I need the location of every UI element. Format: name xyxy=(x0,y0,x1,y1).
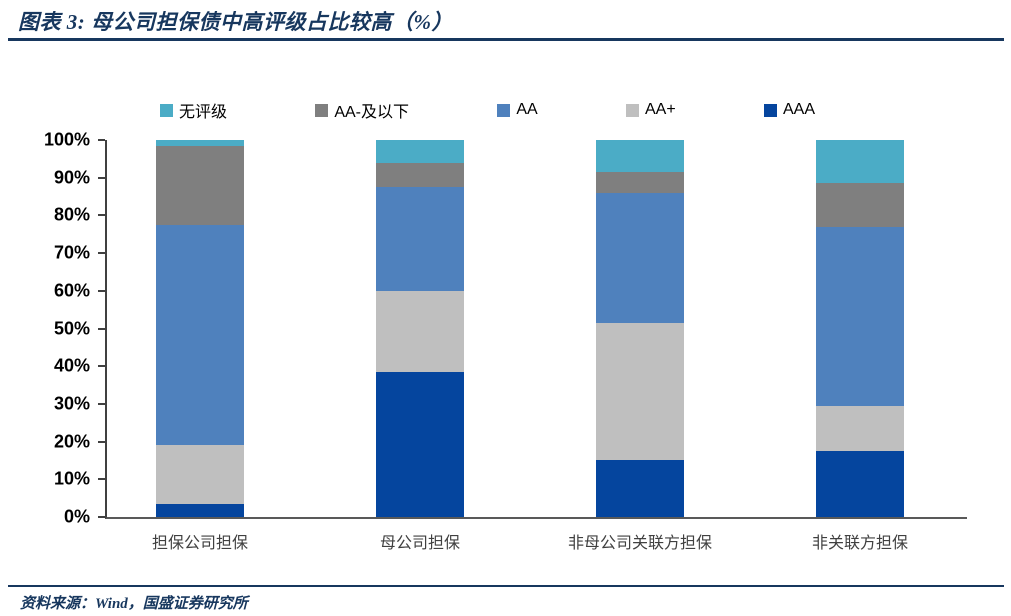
bar-4 xyxy=(816,140,904,517)
plot-area: 0% 10% 20% 30% 40% 50% 60% 70% 80% 90% 100% 担保公司担保… xyxy=(44,130,967,552)
bar-1-segment-AAA xyxy=(156,503,244,517)
bar-3-segment-AA xyxy=(596,192,684,323)
bar-4-segment-AA-及以下 xyxy=(816,183,904,227)
bar-2-segment-AA xyxy=(376,187,464,291)
legend-swatch-aa xyxy=(497,103,511,117)
bar-1-segment-AA+ xyxy=(156,445,244,504)
bar-2-segment-无评级 xyxy=(376,140,464,163)
y-tick-mark xyxy=(98,516,105,518)
y-tick-mark xyxy=(98,365,105,368)
legend-label-aa: AA xyxy=(516,101,538,118)
legend-label-wupingji: 无评级 xyxy=(179,104,228,121)
bar-3-segment-无评级 xyxy=(596,140,684,173)
bar-1-segment-AA xyxy=(156,224,244,446)
bar-4-segment-AA+ xyxy=(816,405,904,452)
legend-swatch-aa-plus xyxy=(625,103,639,117)
y-tick-mark xyxy=(98,440,105,443)
chart-legend: 无评级 AA-及以下 AA AA+ AAA xyxy=(160,98,815,122)
y-tick-mark xyxy=(98,289,105,292)
footer-divider xyxy=(8,585,1004,587)
y-tick-label: 70% xyxy=(53,242,90,263)
y-tick-label: 50% xyxy=(53,318,90,338)
bar-2-segment-AA-及以下 xyxy=(376,162,464,188)
legend-swatch-wupingji xyxy=(160,103,173,117)
bar-4-segment-AAA xyxy=(816,451,904,517)
x-axis-label-3: 非母公司关联方担保 xyxy=(567,535,712,552)
y-tick-label: 10% xyxy=(53,468,90,489)
bar-2-segment-AAA xyxy=(376,371,464,517)
y-tick-mark xyxy=(98,176,105,179)
bar-3-segment-AAA xyxy=(596,460,684,517)
y-tick-label: 90% xyxy=(53,167,90,188)
x-axis-label-4: 非关联方担保 xyxy=(811,535,908,552)
y-tick-label: 80% xyxy=(53,204,90,225)
bar-2-segment-AA+ xyxy=(376,290,464,372)
bar-2 xyxy=(376,140,464,517)
y-tick-label: 0% xyxy=(63,506,90,527)
bar-4-segment-AA xyxy=(816,226,904,406)
bar-3-segment-AA-及以下 xyxy=(596,172,684,193)
source-note: 资料来源：Wind，国盛证券研究所 xyxy=(20,596,248,612)
legend-item-aa-plus: AA+ xyxy=(625,101,676,119)
legend-item-wupingji: 无评级 xyxy=(160,98,227,122)
y-tick-label: 20% xyxy=(53,431,90,452)
chart-title: 图表 3: 母公司担保债中高评级占比较高（%） xyxy=(18,10,453,34)
legend-item-aaa: AAA xyxy=(763,101,815,119)
legend-label-aa-minus: AA-及以下 xyxy=(334,104,410,121)
bars xyxy=(90,140,970,517)
y-tick-label: 40% xyxy=(53,355,90,376)
legend-label-aa-plus: AA+ xyxy=(644,101,676,118)
legend-swatch-aa-minus xyxy=(315,103,329,117)
y-tick-mark xyxy=(98,139,105,141)
legend-item-aa-minus: AA-及以下 xyxy=(315,98,409,122)
y-tick-mark xyxy=(98,214,105,217)
y-tick-mark xyxy=(98,327,105,330)
bar-1 xyxy=(156,140,244,517)
y-tick-label: 60% xyxy=(53,280,90,301)
bar-1-segment-无评级 xyxy=(156,140,244,146)
legend-label-aaa: AAA xyxy=(782,101,815,118)
bar-3-segment-AA+ xyxy=(596,322,684,461)
x-axis-labels: 担保公司担保 母公司担保 非母公司关联方担保 非关联方担保 xyxy=(90,517,970,557)
x-axis-label-2: 母公司担保 xyxy=(379,535,460,552)
legend-swatch-aaa xyxy=(763,103,777,117)
y-tick-label: 100% xyxy=(43,129,90,150)
title-divider xyxy=(8,38,1004,41)
y-tick-label: 30% xyxy=(53,393,90,414)
x-axis-label-1: 担保公司担保 xyxy=(151,535,248,552)
legend-item-aa: AA xyxy=(497,101,538,119)
bar-1-segment-AA-及以下 xyxy=(156,145,244,225)
y-tick-mark xyxy=(98,402,105,405)
bar-4-segment-无评级 xyxy=(816,140,904,184)
bar-3 xyxy=(596,140,684,517)
y-tick-mark xyxy=(98,478,105,481)
y-tick-mark xyxy=(98,252,105,255)
